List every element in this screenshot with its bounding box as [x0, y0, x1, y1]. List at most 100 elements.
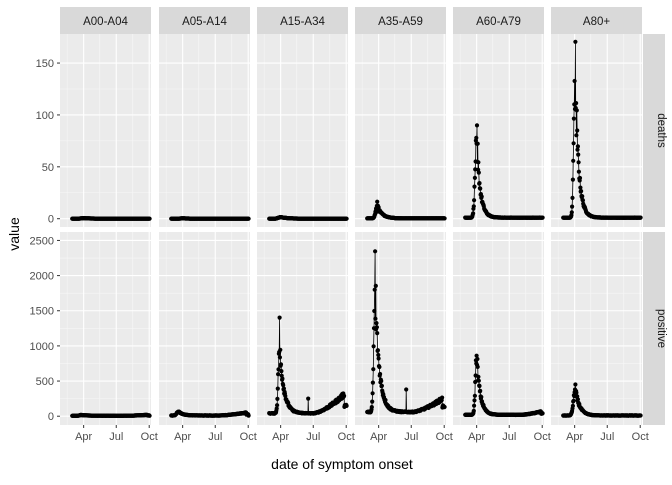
x-tick-label: Apr: [75, 431, 92, 443]
data-point: [575, 108, 579, 112]
data-point: [279, 369, 283, 373]
data-point: [342, 394, 346, 398]
x-tick-label: Apr: [174, 431, 191, 443]
data-point: [573, 79, 577, 83]
y-tick-label: 2000: [30, 271, 54, 283]
data-point: [278, 316, 282, 320]
data-point: [577, 170, 581, 174]
data-point: [247, 217, 251, 221]
facet-strip-label: A15-A34: [280, 16, 325, 28]
data-point: [541, 216, 545, 220]
data-point: [476, 142, 480, 146]
data-point: [477, 379, 481, 383]
panel-deaths-A35-A59: A35-A59: [355, 7, 447, 227]
data-point: [575, 128, 579, 132]
data-point: [247, 414, 251, 418]
data-point: [579, 189, 583, 193]
data-point: [374, 284, 378, 288]
facet-strip-label: A00-A04: [83, 16, 128, 28]
data-point: [570, 196, 574, 200]
data-point: [279, 362, 283, 366]
data-point: [574, 101, 578, 105]
data-point: [577, 160, 581, 164]
data-point: [571, 404, 575, 408]
x-tick-label: Jul: [502, 431, 516, 443]
x-tick-label: Apr: [468, 431, 485, 443]
data-point: [370, 405, 374, 409]
panel-positive-A80+: Apr Jul Oct: [551, 232, 649, 443]
data-point: [578, 176, 582, 180]
data-point: [541, 411, 545, 415]
x-tick-label: Oct: [534, 431, 551, 443]
data-point: [570, 210, 574, 214]
data-point: [479, 395, 483, 399]
data-point: [377, 356, 381, 360]
x-tick-label: Jul: [404, 431, 418, 443]
panel-positive-A15-A34: Apr Jul Oct: [257, 232, 355, 443]
data-point: [378, 372, 382, 376]
facet-strip-right-label: deaths: [655, 113, 667, 148]
y-tick-label: 50: [42, 162, 54, 174]
panel-positive-A60-A79: Apr Jul Oct: [453, 232, 551, 443]
data-point: [370, 400, 374, 404]
data-point: [404, 387, 408, 391]
data-point: [472, 398, 476, 402]
panel-deaths-A05-A14: A05-A14: [159, 7, 251, 227]
x-tick-label: Jul: [306, 431, 320, 443]
data-point: [477, 181, 481, 185]
data-point: [371, 367, 375, 371]
data-point: [443, 216, 447, 220]
data-point: [574, 133, 578, 137]
x-tick-label: Oct: [436, 431, 453, 443]
y-tick-label: 150: [36, 58, 54, 70]
data-point: [371, 391, 375, 395]
data-point: [375, 200, 379, 204]
data-point: [275, 403, 279, 407]
data-point: [574, 391, 578, 395]
x-axis-title: date of symptom onset: [208, 456, 476, 472]
x-tick-label: Apr: [566, 431, 583, 443]
data-point: [576, 397, 580, 401]
data-point: [377, 365, 381, 369]
panel-deaths-A15-A34: A15-A34: [257, 7, 349, 227]
y-tick-label: 0: [48, 214, 54, 226]
data-point: [478, 389, 482, 393]
data-point: [573, 40, 577, 44]
data-point: [472, 185, 476, 189]
data-point: [578, 186, 582, 190]
data-point: [379, 379, 383, 383]
panel-deaths-A60-A79: A60-A79: [453, 7, 545, 227]
facet-strip-label: A05-A14: [182, 16, 227, 28]
data-point: [572, 399, 576, 403]
x-tick-label: Jul: [109, 431, 123, 443]
data-point: [443, 405, 447, 409]
x-tick-label: Jul: [600, 431, 614, 443]
y-tick-label: 1500: [30, 306, 54, 318]
facet-strip-label: A35-A59: [378, 16, 423, 28]
data-point: [474, 136, 478, 140]
data-point: [476, 375, 480, 379]
data-point: [373, 288, 377, 292]
y-axis-title: value: [6, 214, 22, 254]
data-point: [375, 325, 379, 329]
x-tick-label: Oct: [240, 431, 257, 443]
x-tick-label: Oct: [632, 431, 649, 443]
data-point: [476, 160, 480, 164]
data-point: [276, 387, 280, 391]
data-point: [475, 357, 479, 361]
panel-deaths-A00-A04: A00-A04: [60, 7, 152, 227]
data-point: [471, 211, 475, 215]
data-point: [440, 396, 444, 400]
x-tick-label: Apr: [272, 431, 289, 443]
data-point: [572, 141, 576, 145]
y-tick-label: 500: [36, 376, 54, 388]
data-point: [572, 117, 576, 121]
data-point: [571, 178, 575, 182]
data-point: [278, 355, 282, 359]
x-tick-label: Oct: [338, 431, 355, 443]
data-point: [373, 317, 377, 321]
y-tick-label: 1000: [30, 341, 54, 353]
